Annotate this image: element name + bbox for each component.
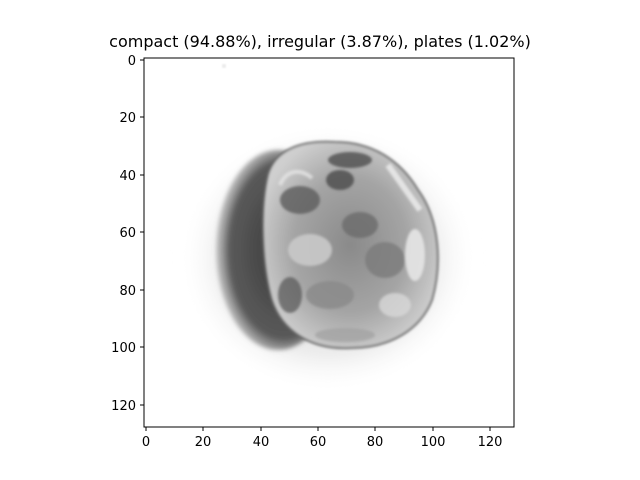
x-tick-label: 20 [195, 435, 212, 450]
figure-title: compact (94.88%), irregular (3.87%), pla… [109, 32, 531, 51]
y-tick-label: 0 [128, 54, 136, 69]
y-tick-label: 120 [111, 399, 136, 414]
y-tick-label: 100 [111, 341, 136, 356]
x-axis: 0 20 40 60 80 100 120 [142, 427, 503, 450]
y-tick-label: 80 [119, 284, 136, 299]
x-tick-label: 60 [310, 435, 327, 450]
x-tick-label: 120 [478, 435, 503, 450]
image-frame [143, 57, 515, 428]
y-tick-label: 40 [119, 169, 136, 184]
particle-image [144, 58, 514, 427]
x-tick-label: 80 [367, 435, 384, 450]
y-axis: 0 20 40 60 80 100 120 [111, 54, 144, 414]
x-tick-label: 100 [421, 435, 446, 450]
x-tick-label: 0 [142, 435, 150, 450]
x-tick-label: 40 [253, 435, 270, 450]
y-tick-label: 60 [119, 226, 136, 241]
y-tick-label: 20 [119, 111, 136, 126]
